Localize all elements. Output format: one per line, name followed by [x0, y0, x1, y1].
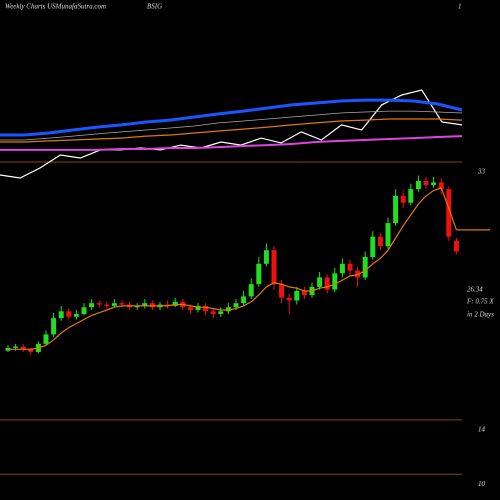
candle-body	[225, 307, 231, 312]
y-tick-label: 14	[478, 426, 486, 434]
candle-body	[286, 297, 292, 301]
moving-average	[8, 187, 457, 350]
candle-body	[301, 290, 307, 296]
indicator-line	[0, 110, 463, 141]
y-tick-label: 33	[477, 168, 486, 176]
candle-body	[187, 307, 193, 310]
candle-body	[279, 284, 285, 298]
candle-body	[165, 304, 171, 306]
candle-body	[453, 240, 459, 252]
candle-body	[332, 273, 338, 290]
chart-title: Weekly Charts USMunafaSutra.com	[5, 3, 106, 11]
candle-body	[13, 346, 19, 348]
note: 26.34	[467, 286, 483, 294]
candle-body	[438, 182, 444, 190]
candle-body	[263, 250, 269, 264]
candle-body	[81, 307, 87, 315]
indicator-line	[0, 118, 463, 143]
candle-body	[119, 303, 125, 305]
candle-body	[149, 303, 155, 308]
candle-body	[415, 181, 421, 190]
candle-body	[104, 304, 110, 306]
indicator-line	[0, 135, 463, 151]
candle-body	[408, 189, 414, 203]
candle-body	[28, 349, 34, 353]
candle-body	[89, 303, 95, 308]
candle-body	[218, 311, 224, 315]
candle-body	[134, 305, 140, 308]
candle-body	[96, 303, 102, 305]
candle-body	[385, 223, 391, 247]
candle-body	[339, 263, 345, 274]
candle-body	[362, 257, 368, 278]
indicator-line	[0, 98, 463, 137]
note: in 2 Days	[467, 311, 494, 319]
candle-body	[431, 182, 437, 186]
candle-body	[73, 314, 79, 317]
symbol: BSIG	[147, 3, 162, 11]
candle-body	[248, 284, 254, 297]
candle-body	[233, 303, 239, 308]
candle-body	[195, 305, 201, 310]
indicator-line	[0, 89, 463, 179]
candle-body	[43, 334, 49, 344]
candle-body	[111, 303, 117, 306]
candle-body	[377, 236, 383, 247]
candle-body	[355, 270, 361, 278]
candle-body	[58, 311, 64, 319]
candle-body	[393, 195, 399, 224]
candle-body	[294, 290, 300, 301]
candle-body	[142, 303, 148, 306]
candle-body	[66, 311, 72, 317]
corner-label: 1	[458, 3, 462, 11]
candle-body	[347, 263, 353, 271]
candle-body	[210, 311, 216, 315]
note: F: 0.75 X	[466, 298, 494, 306]
candle-body	[400, 195, 406, 203]
candle-body	[370, 236, 376, 258]
candle-body	[317, 277, 323, 287]
candle-body	[446, 189, 452, 237]
candle-body	[324, 277, 330, 290]
candle-body	[241, 296, 247, 304]
candle-body	[51, 318, 57, 335]
candle-body	[172, 301, 178, 306]
candle-body	[20, 346, 26, 350]
y-tick-label: 10	[478, 480, 486, 488]
candle-body	[203, 305, 209, 312]
candle-body	[271, 250, 277, 285]
candle-body	[423, 181, 429, 186]
candle-body	[256, 263, 262, 285]
